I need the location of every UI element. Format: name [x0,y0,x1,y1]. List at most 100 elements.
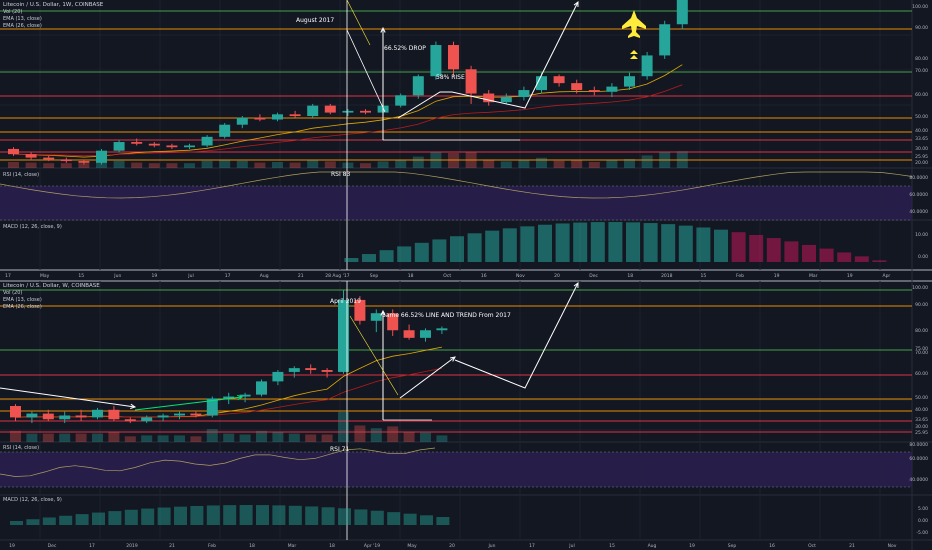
macd-bar [362,254,376,262]
volume-bar [239,434,251,442]
volume-bar [518,160,530,168]
bottom-ema13-legend[interactable]: EMA (13, close) [3,297,42,303]
top-macd-legend[interactable]: MACD (12, 26, close, 9) [3,224,62,230]
time-axis-label: May [40,273,50,279]
macd-bar [223,505,237,525]
bottom-rsi-annotation: RSI 71 [330,446,350,453]
candle-body [190,413,202,416]
time-axis-label: Oct [443,273,451,279]
bottom-macd-legend[interactable]: MACD (12, 26, close, 9) [3,497,62,503]
price-axis-label: 90.00 [915,25,928,31]
volume-bar [148,163,160,168]
volume-bar [108,431,120,442]
price-axis-label: 25.95 [915,154,928,160]
candle-body [236,117,248,125]
projection-arrow-head [449,356,456,362]
volume-bar [641,155,653,168]
candle-body [75,415,87,418]
macd-bar [108,511,122,525]
macd-bar [321,507,335,525]
macd-bar [784,241,799,262]
time-axis-label: Dec [48,543,57,549]
candle-body [412,76,424,96]
candle-body [131,142,143,144]
macd-bar [370,510,384,525]
volume-bar [92,433,103,442]
macd-bar [305,506,319,525]
time-axis-label: 21 [298,273,304,279]
volume-bar [236,160,248,168]
top-ema13-legend[interactable]: EMA (13, close) [3,16,42,22]
price-axis-label: 60.00 [915,371,928,377]
time-axis-label: Sep [728,543,737,549]
top-ema26-legend[interactable]: EMA (26, close) [3,23,42,29]
bottom-trend-annotation: Same 66.52% LINE AND TREND From 2017 [382,312,511,319]
bottom-symbol-title[interactable]: Litecoin / U.S. Dollar, W, COINBASE [3,283,100,289]
volume-bar [75,433,87,442]
candle-body [8,148,19,155]
time-axis-label: Aug [648,543,657,549]
time-axis-label: 18 [408,273,414,279]
top-rsi-legend[interactable]: RSI (14, close) [3,172,40,178]
candle-body [606,86,618,92]
macd-bar [608,222,623,262]
macd-bar [590,222,605,262]
projection-arrow [454,282,579,389]
macd-bar [157,507,171,525]
macd-bar [338,508,351,525]
price-axis-label: 60.00 [915,92,928,98]
projection-arrow [397,1,579,119]
volume-bar [131,162,143,168]
volume-bar [59,433,71,442]
bottom-rsi-legend[interactable]: RSI (14, close) [3,445,40,451]
candle-body [518,90,530,97]
macd-bar [854,256,869,262]
macd-bar [538,224,552,262]
candle-body [448,45,459,70]
bottom-ema26-legend[interactable]: EMA (26, close) [3,304,42,310]
volume-bar [588,162,600,168]
candle-body [113,142,125,151]
candle-body [307,105,319,117]
time-axis-label: 17 [89,543,95,549]
candle-body [571,83,583,91]
drop-line [346,29,386,113]
volume-bar [190,436,202,442]
breakout-arrow-head [237,394,244,401]
trend-line [349,315,399,396]
volume-bar [288,433,300,442]
volume-bar [124,436,136,442]
candle-body [201,136,213,146]
macd-bar [124,509,138,525]
time-axis-label: Mar [809,273,818,279]
bottom-vol-legend[interactable]: Vol (20) [3,290,23,296]
macd-bar [819,248,834,262]
volume-bar [254,162,266,168]
price-axis-label: 50.00 [915,395,928,401]
macd-bar [92,512,105,525]
macd-bar [520,226,535,262]
drop-arrow-head [380,26,386,33]
volume-bar [184,163,195,168]
candle-body [42,413,54,420]
candle-body [483,93,495,103]
top-vol-legend[interactable]: Vol (20) [3,9,23,15]
volume-bar [553,160,565,168]
macd-bar [450,236,464,262]
volume-bar [342,162,354,168]
time-axis-label: 17 [225,273,231,279]
volume-bar [201,160,213,168]
candle-body [96,150,107,163]
candle-body [148,143,160,146]
candle-body [659,24,671,56]
macd-bar [573,222,588,262]
macd-bar [141,508,155,525]
drop-arrow-head [380,309,386,316]
candle-body [108,409,120,420]
projection-arrow-head [573,0,579,8]
price-axis-label: 80.00 [915,56,928,62]
time-axis-label: 17 [529,543,535,549]
top-symbol-title[interactable]: Litecoin / U.S. Dollar, 1W, COINBASE [3,2,104,8]
macd-bar [420,515,433,525]
